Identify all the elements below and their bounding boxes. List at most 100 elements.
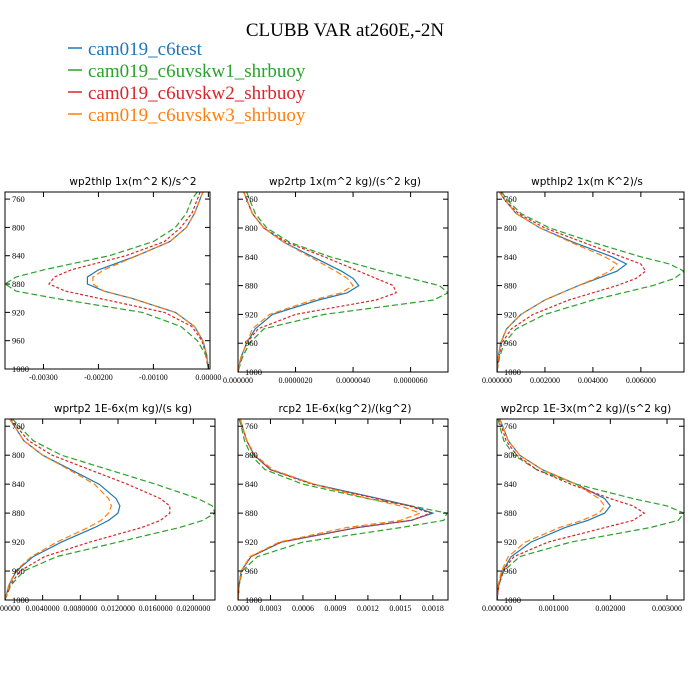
chart-panel-1: wp2rtp 1x(m^2 kg)/(s^2 kg) 760 800 840 880 92… — [223, 176, 449, 385]
series-line-4-0 — [238, 419, 435, 600]
ytick-label-1-0: 760 — [245, 194, 258, 204]
plot-frame-2 — [496, 191, 685, 373]
ytick-label-1-1: 800 — [245, 223, 258, 233]
panel-title-4: rcp2 1E-6x(kg^2)/(kg^2) — [279, 403, 412, 415]
series-line-0-2 — [48, 192, 209, 369]
xtick-label-3-0: 0.000000 — [0, 604, 20, 613]
ytick-label-0-2: 840 — [12, 251, 25, 261]
legend-entry-2: cam019_c6uvskw2_shrbuoy — [68, 83, 306, 104]
chart-panels: wp2thlp 1x(m^2 K)/s^2 760 800 840 880 920 960 1… — [0, 176, 685, 613]
ytick-label-3-0: 760 — [12, 421, 25, 431]
series-line-5-1 — [497, 419, 684, 600]
xtick-label-5-1: 0.001000 — [539, 604, 569, 613]
series-group-0 — [5, 192, 209, 369]
ytick-label-0-6: 1000 — [12, 364, 29, 374]
xtick-label-2-2: 0.004000 — [578, 376, 608, 385]
xtick-label-0-1: -0.00200 — [84, 373, 113, 382]
series-line-1-2 — [238, 192, 397, 372]
xtick-label-4-5: 0.0015 — [389, 604, 411, 613]
ytick-label-4-1: 800 — [245, 450, 258, 460]
series-group-2 — [497, 192, 684, 372]
series-line-2-2 — [497, 192, 647, 372]
series-line-2-3 — [497, 192, 618, 372]
ytick-label-3-5: 960 — [12, 566, 25, 576]
ytick-label-4-3: 880 — [245, 508, 258, 518]
legend: cam019_c6test cam019_c6uvskw1_shrbuoy ca… — [68, 39, 306, 126]
ytick-label-2-6: 1000 — [504, 367, 521, 377]
xtick-label-5-2: 0.002000 — [595, 604, 625, 613]
series-line-0-0 — [86, 192, 209, 369]
legend-entry-3: cam019_c6uvskw3_shrbuoy — [68, 105, 306, 126]
ytick-label-1-2: 840 — [245, 252, 258, 262]
ytick-label-5-0: 760 — [504, 421, 517, 431]
ytick-label-0-4: 920 — [12, 307, 25, 317]
ytick-label-2-5: 960 — [504, 338, 517, 348]
xtick-label-0-2: -0.00100 — [139, 373, 168, 382]
ytick-label-0-0: 760 — [12, 194, 25, 204]
xtick-label-2-0: 0.000000 — [482, 376, 512, 385]
series-line-2-1 — [497, 192, 684, 372]
chart-panel-3: wprtp2 1E-6x(m kg)/(s kg) 760 800 840 880 920… — [0, 403, 216, 613]
xtick-label-2-1: 0.002000 — [530, 376, 560, 385]
ytick-label-5-1: 800 — [504, 450, 517, 460]
panel-title-0: wp2thlp 1x(m^2 K)/s^2 — [69, 176, 196, 188]
ytick-label-2-3: 880 — [504, 281, 517, 291]
series-line-3-1 — [5, 419, 215, 600]
xtick-label-3-1: 0.0040000 — [26, 604, 60, 613]
xtick-label-0-0: -0.00300 — [29, 373, 58, 382]
xtick-label-0-3: 0.00000 — [195, 373, 221, 382]
ytick-label-4-0: 760 — [245, 421, 258, 431]
xtick-label-1-1: 0.0000020 — [279, 376, 313, 385]
figure-title: CLUBB VAR at260E,-2N — [246, 20, 445, 41]
plot-frame-5 — [496, 418, 685, 601]
series-line-0-1 — [5, 192, 209, 369]
legend-label-1: cam019_c6uvskw1_shrbuoy — [88, 61, 306, 82]
series-group-1 — [238, 192, 448, 372]
ytick-label-3-4: 920 — [12, 537, 25, 547]
ytick-label-1-4: 920 — [245, 309, 258, 319]
ytick-label-2-4: 920 — [504, 309, 517, 319]
series-line-1-3 — [238, 192, 354, 372]
ytick-label-4-5: 960 — [245, 566, 258, 576]
ytick-label-5-2: 840 — [504, 479, 517, 489]
ytick-label-5-5: 960 — [504, 566, 517, 576]
ytick-label-0-3: 880 — [12, 279, 25, 289]
series-line-4-2 — [238, 419, 433, 600]
ytick-label-3-3: 880 — [12, 508, 25, 518]
panel-title-2: wpthlp2 1x(m K^2)/s — [531, 176, 643, 188]
series-line-1-1 — [238, 192, 448, 372]
xtick-label-4-0: 0.0000 — [227, 604, 249, 613]
panel-title-1: wp2rtp 1x(m^2 kg)/(s^2 kg) — [269, 176, 421, 188]
legend-entry-1: cam019_c6uvskw1_shrbuoy — [68, 61, 306, 82]
ytick-label-5-6: 1000 — [504, 595, 521, 605]
legend-label-3: cam019_c6uvskw3_shrbuoy — [88, 105, 306, 126]
legend-entry-0: cam019_c6test — [68, 39, 203, 60]
xtick-label-5-3: 0.003000 — [652, 604, 682, 613]
ytick-label-5-4: 920 — [504, 537, 517, 547]
series-group-5 — [497, 419, 684, 600]
ytick-label-3-6: 1000 — [12, 595, 29, 605]
legend-label-0: cam019_c6test — [88, 39, 203, 60]
chart-panel-0: wp2thlp 1x(m^2 K)/s^2 760 800 840 880 920 960 1… — [4, 176, 221, 382]
chart-panel-2: wpthlp2 1x(m K^2)/s 760 800 840 880 920 960 100… — [482, 176, 685, 385]
series-group-4 — [238, 419, 448, 600]
panel-title-5: wp2rcp 1E-3x(m^2 kg)/(s^2 kg) — [501, 403, 672, 415]
ytick-label-2-0: 760 — [504, 194, 517, 204]
xtick-label-4-4: 0.0012 — [357, 604, 379, 613]
xtick-label-5-0: 0.000000 — [482, 604, 512, 613]
series-line-0-3 — [92, 192, 209, 369]
ytick-label-1-3: 880 — [245, 281, 258, 291]
ytick-label-3-1: 800 — [12, 450, 25, 460]
series-line-5-2 — [497, 419, 646, 600]
plot-frame-4 — [237, 418, 449, 601]
series-group-3 — [5, 419, 215, 600]
plot-frame-0 — [4, 191, 211, 370]
ytick-label-4-2: 840 — [245, 479, 258, 489]
series-line-3-2 — [5, 419, 171, 600]
legend-label-2: cam019_c6uvskw2_shrbuoy — [88, 83, 306, 104]
ytick-label-4-4: 920 — [245, 537, 258, 547]
xtick-label-4-3: 0.0009 — [324, 604, 346, 613]
ytick-label-2-1: 800 — [504, 223, 517, 233]
chart-panel-4: rcp2 1E-6x(kg^2)/(kg^2) 760 800 840 880 920 96… — [227, 403, 449, 613]
